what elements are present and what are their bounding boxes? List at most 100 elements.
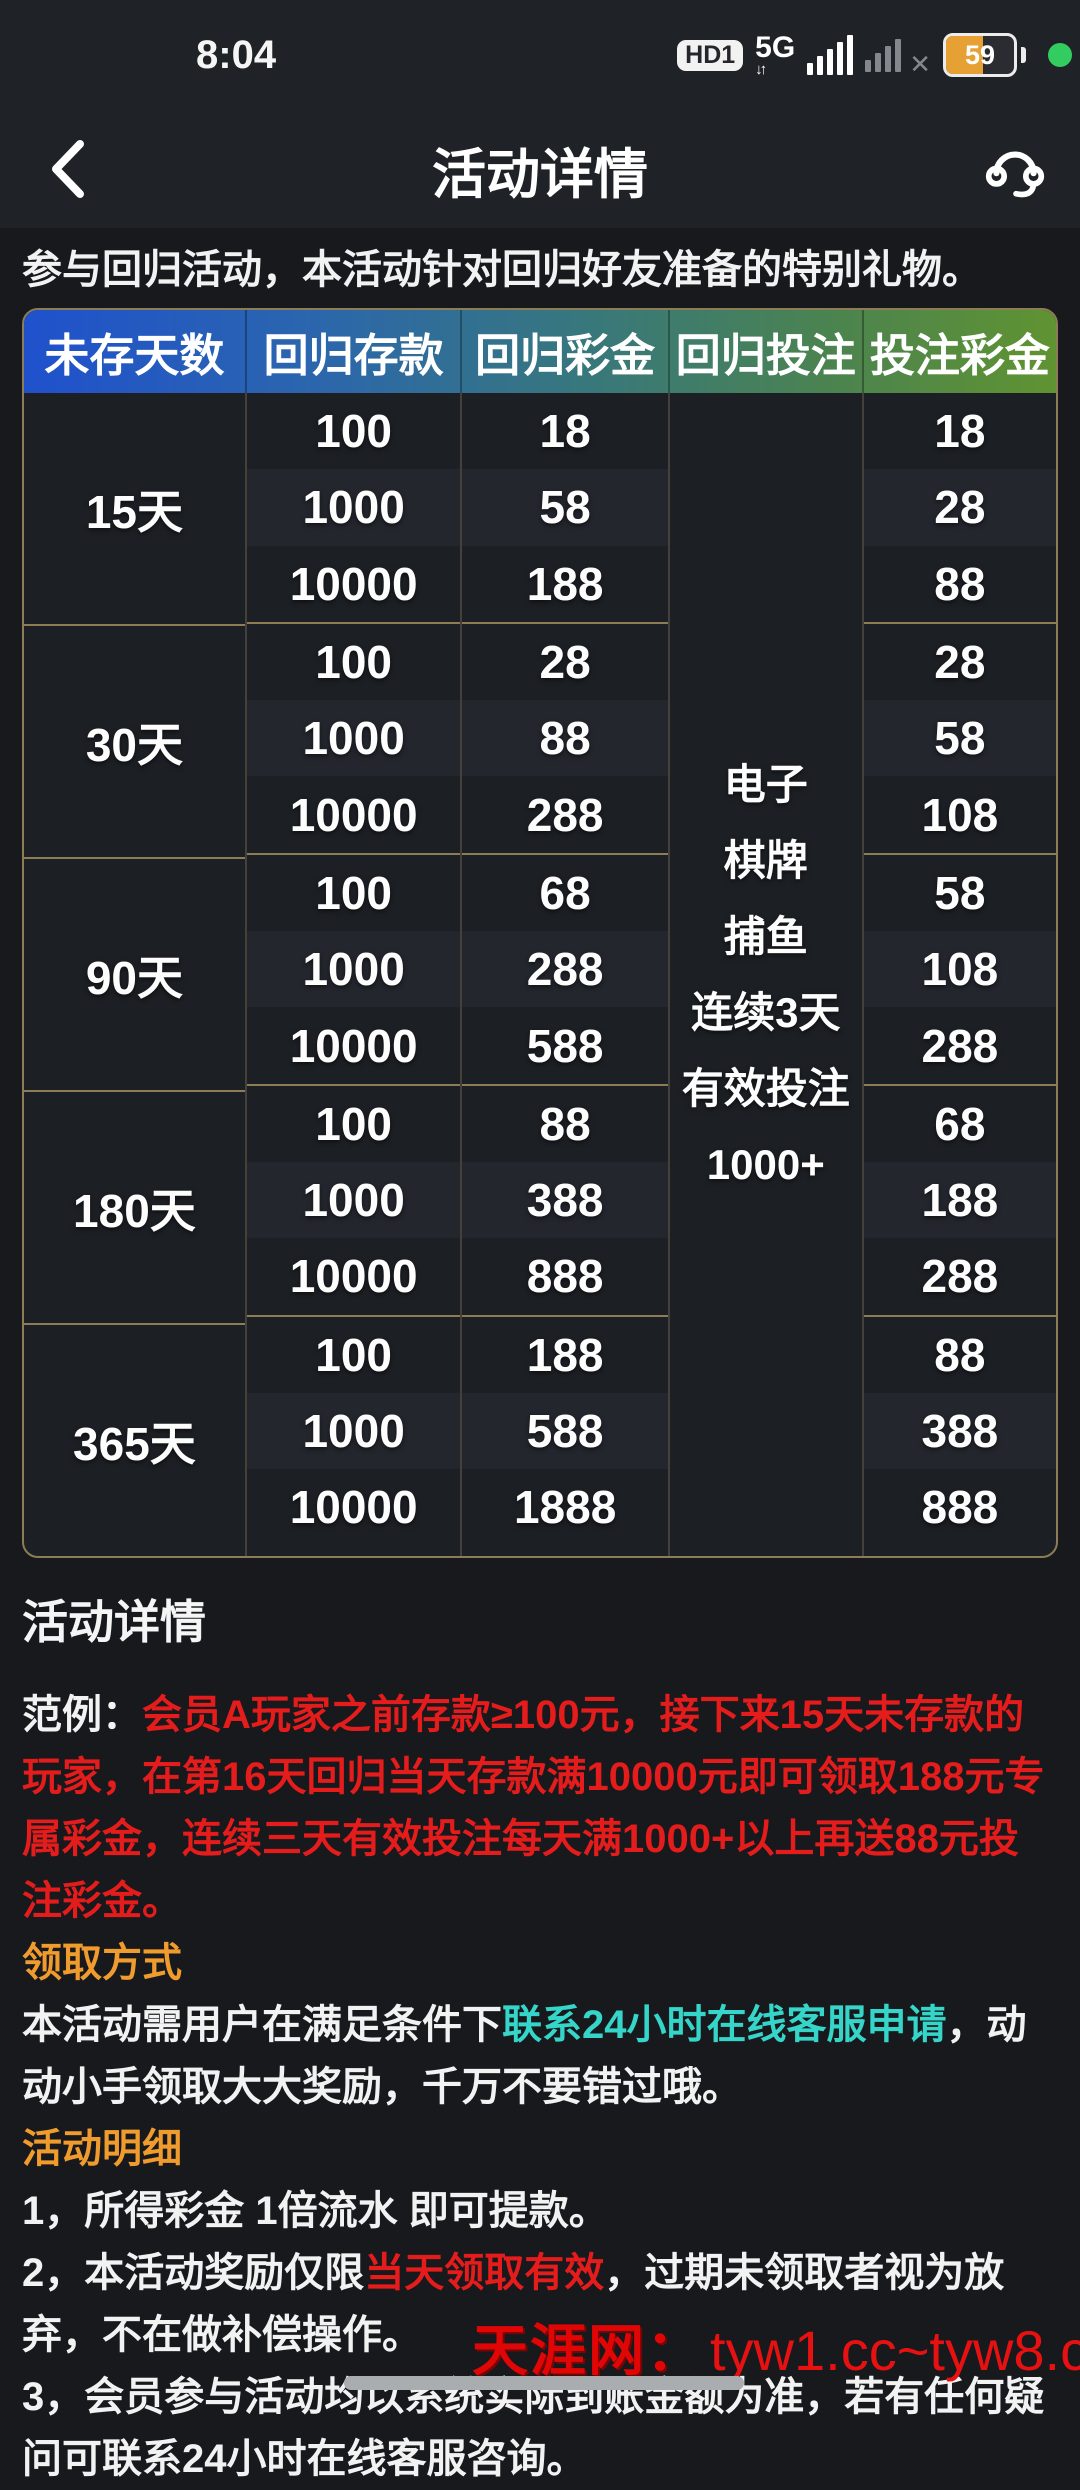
nav-bar: 活动详情 <box>0 110 1080 228</box>
network-type-5g: 5G ↓↑ <box>755 31 796 78</box>
bet-bonus-cell: 88 <box>934 557 986 610</box>
battery-nub <box>1021 47 1026 63</box>
signal-bars-sim2-icon <box>865 38 902 72</box>
example-text: 会员A玩家之前存款≥100元，接下来15天未存款的玩家，在第16天回归当天存款满… <box>22 1693 1045 1923</box>
headset-icon <box>985 151 1045 198</box>
rule-2-highlight: 当天领取有效 <box>364 2251 605 2295</box>
column-deposit: 100 1000 10000 100 1000 10000 100 1000 1… <box>246 393 463 1556</box>
bet-bonus-cell: 388 <box>863 1392 1056 1470</box>
deposit-cell: 1000 <box>246 1161 461 1239</box>
column-bet-bonus: 18 28 88 28 58 108 58 108 288 68 188 288… <box>863 393 1056 1556</box>
claim-method-title: 领取方式 <box>22 1941 182 1985</box>
example-paragraph: 范例：会员A玩家之前存款≥100元，接下来15天未存款的玩家，在第16天回归当天… <box>22 1684 1058 1932</box>
promo-table: 未存天数 回归存款 回归彩金 回归投注 投注彩金 15天 30天 90天 180… <box>22 308 1058 1558</box>
bet-bonus-cell: 28 <box>863 621 1056 700</box>
bonus-cell: 18 <box>539 405 591 458</box>
claim-paragraph: 本活动需用户在满足条件下联系24小时在线客服申请，动动小手领取大大奖励，千万不要… <box>22 2003 1027 2109</box>
customer-service-button[interactable] <box>980 134 1050 204</box>
details-heading: 活动详情 <box>22 1596 206 1648</box>
deposit-cell: 1000 <box>246 469 461 546</box>
bonus-cell: 388 <box>462 1161 668 1239</box>
example-label: 范例： <box>22 1693 142 1737</box>
column-days: 15天 30天 90天 180天 365天 <box>24 393 247 1556</box>
status-bar: 8:04 HD1 5G ↓↑ ✕ 59 <box>0 0 1080 110</box>
no-signal-x-icon: ✕ <box>909 49 931 79</box>
col-header-deposit: 回归存款 <box>247 310 463 393</box>
signal-bars-icon <box>807 35 854 75</box>
col-header-bet: 回归投注 <box>670 310 864 393</box>
battery-fill <box>946 36 984 74</box>
intro-text: 参与回归活动，本活动针对回归好友准备的特别礼物。 <box>22 248 982 292</box>
rule-1: 1，所得彩金 1倍流水 即可提款。 <box>22 2189 609 2233</box>
battery-icon: 59 <box>943 33 1026 77</box>
bonus-cell: 1888 <box>513 1481 617 1534</box>
bet-bonus-cell: 888 <box>921 1481 999 1534</box>
bonus-cell: 88 <box>462 700 668 777</box>
bet-bonus-cell: 108 <box>921 788 999 841</box>
bet-bonus-cell: 68 <box>863 1083 1056 1162</box>
top-bars: 8:04 HD1 5G ↓↑ ✕ 59 <box>0 0 1080 228</box>
days-cell: 180天 <box>24 1090 245 1323</box>
contact-service-link[interactable]: 联系24小时在线客服申请 <box>502 2003 947 2047</box>
column-bet-condition: 电子 棋牌 捕鱼 连续3天 有效投注 1000+ <box>670 393 864 1556</box>
watermark-urls: tyw1.cc~tyw8.cc <box>710 2319 1080 2382</box>
details-section: 活动详情 范例：会员A玩家之前存款≥100元，接下来15天未存款的玩家，在第16… <box>0 1586 1080 2490</box>
home-indicator-bar[interactable] <box>344 2376 744 2390</box>
battery-percent: 59 <box>964 39 996 70</box>
days-cell: 90天 <box>24 857 245 1090</box>
deposit-cell: 100 <box>246 852 461 931</box>
rules-title: 活动明细 <box>22 2127 182 2171</box>
chevron-left-icon <box>52 140 84 198</box>
deposit-cell: 10000 <box>289 1019 418 1072</box>
bet-bonus-cell: 88 <box>863 1314 1056 1393</box>
col-header-bet-bonus: 投注彩金 <box>869 330 1050 381</box>
col-header-bonus: 回归彩金 <box>462 310 670 393</box>
status-time: 8:04 <box>196 32 277 77</box>
deposit-cell: 100 <box>246 1083 461 1162</box>
bet-bonus-cell: 58 <box>863 852 1056 931</box>
deposit-cell: 100 <box>315 405 393 458</box>
watermark-site-name: 天涯网： <box>472 2321 704 2383</box>
deposit-cell: 10000 <box>289 557 418 610</box>
days-cell: 30天 <box>24 624 245 857</box>
days-cell: 365天 <box>24 1323 245 1556</box>
bet-condition-cell: 电子 棋牌 捕鱼 连续3天 有效投注 1000+ <box>681 760 850 1188</box>
bonus-cell: 288 <box>526 788 604 841</box>
bet-bonus-cell: 188 <box>863 1161 1056 1239</box>
bet-bonus-cell: 108 <box>863 931 1056 1008</box>
deposit-cell: 10000 <box>289 1481 418 1534</box>
rule-2: 2，本活动奖励仅限当天领取有效，过期未领取者视为放弃，不在做补偿操作。 <box>22 2251 1005 2357</box>
bonus-cell: 588 <box>462 1392 668 1470</box>
bet-bonus-cell: 288 <box>921 1250 999 1303</box>
bet-bonus-cell: 288 <box>921 1019 999 1072</box>
deposit-cell: 1000 <box>246 1392 461 1470</box>
page-title: 活动详情 <box>432 144 648 205</box>
bonus-cell: 58 <box>462 469 668 546</box>
deposit-cell: 100 <box>246 1314 461 1393</box>
deposit-cell: 10000 <box>289 1250 418 1303</box>
deposit-cell: 100 <box>246 621 461 700</box>
bet-bonus-cell: 58 <box>863 700 1056 777</box>
deposit-cell: 10000 <box>289 788 418 841</box>
bonus-cell: 188 <box>526 557 604 610</box>
bonus-cell: 288 <box>462 931 668 1008</box>
hd-voice-badge: HD1 <box>677 39 744 71</box>
back-button[interactable] <box>46 137 90 201</box>
camera-indicator-dot <box>1048 43 1072 67</box>
col-header-days: 未存天数 <box>24 310 247 393</box>
bonus-cell: 888 <box>526 1250 604 1303</box>
table-body: 15天 30天 90天 180天 365天 100 1000 10000 100… <box>24 393 1056 1556</box>
deposit-cell: 1000 <box>246 931 461 1008</box>
watermark: 天涯网： tyw1.cc~tyw8.cc <box>472 2306 1080 2387</box>
column-bonus: 18 58 188 28 88 288 68 288 588 88 388 88… <box>462 393 670 1556</box>
bonus-cell: 188 <box>462 1314 668 1393</box>
data-arrows-icon: ↓↑ <box>755 61 767 78</box>
table-header-row: 未存天数 回归存款 回归彩金 回归投注 投注彩金 <box>24 310 1056 393</box>
status-icons: HD1 5G ↓↑ ✕ 59 <box>677 33 1080 77</box>
bonus-cell: 68 <box>462 852 668 931</box>
bonus-cell: 28 <box>462 621 668 700</box>
bonus-cell: 88 <box>462 1083 668 1162</box>
bet-bonus-cell: 28 <box>863 469 1056 546</box>
bet-bonus-cell: 18 <box>934 405 986 458</box>
bonus-cell: 588 <box>526 1019 604 1072</box>
